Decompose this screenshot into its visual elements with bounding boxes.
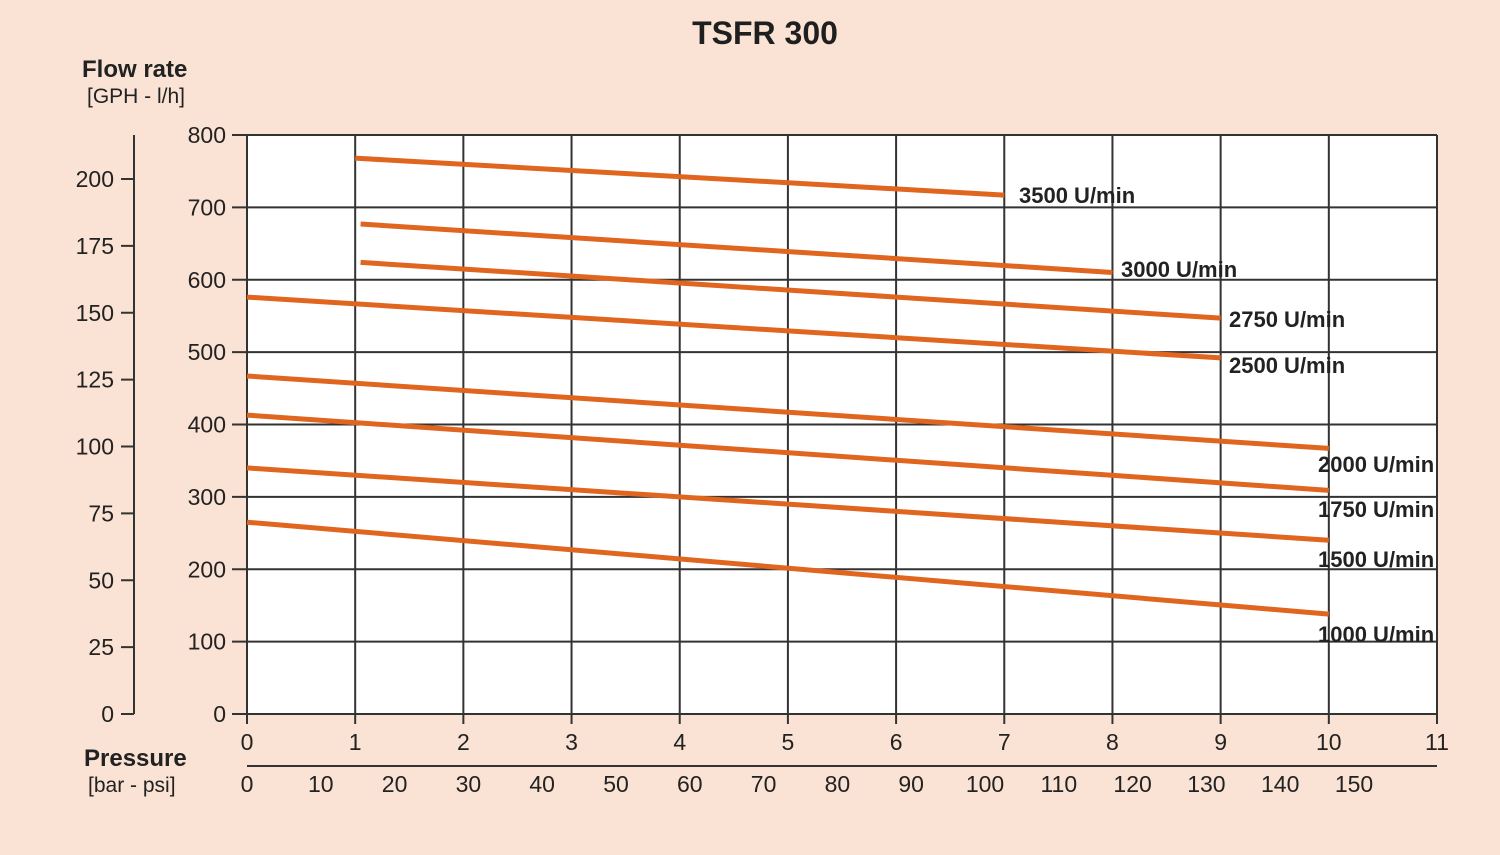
- y-tick-label: 600: [188, 267, 226, 293]
- series-label: 2500 U/min: [1229, 353, 1345, 378]
- gph-tick-label: 75: [88, 500, 114, 526]
- series-line: [355, 155, 1005, 198]
- series-line: [246, 373, 1329, 451]
- y-axis-unit: [GPH - l/h]: [87, 85, 185, 108]
- gph-tick-label: 175: [76, 233, 114, 259]
- gph-axis: 0 25 50 75 100 125 150 175 200: [76, 135, 135, 727]
- gph-tick-label: 50: [88, 567, 114, 593]
- psi-tick-label: 110: [1040, 771, 1077, 797]
- x-tick-label: 3: [565, 729, 578, 755]
- gph-tick-label: 200: [76, 166, 114, 192]
- series-line: [246, 294, 1221, 361]
- gph-tick-label: 0: [101, 701, 114, 727]
- x-axis-label: Pressure: [84, 745, 187, 772]
- series-label: 1750 U/min: [1318, 497, 1434, 522]
- gph-tick-label: 100: [76, 434, 114, 460]
- x-axis-ticks: 0 1 2 3 4 5 6 7 8 9 10 11: [241, 714, 1449, 755]
- y-tick-label: 500: [188, 339, 226, 365]
- y-axis-label: Flow rate: [82, 56, 187, 83]
- x-tick-label: 9: [1214, 729, 1227, 755]
- x-tick-label: 5: [782, 729, 795, 755]
- y-tick-label: 700: [188, 194, 226, 220]
- gph-tick-label: 25: [88, 634, 114, 660]
- x-tick-label: 8: [1106, 729, 1119, 755]
- gph-tick-label: 150: [76, 300, 114, 326]
- y-tick-label: 400: [188, 412, 226, 438]
- psi-tick-label: 50: [603, 771, 629, 797]
- series-label: 1500 U/min: [1318, 547, 1434, 572]
- x-tick-label: 7: [998, 729, 1011, 755]
- y-tick-label: 300: [188, 484, 226, 510]
- series-label: 1000 U/min: [1318, 622, 1434, 647]
- series-label: 3500 U/min: [1019, 183, 1135, 208]
- y-axis-ticks: 0 100 200 300 400 500 600 700 800: [188, 122, 247, 727]
- psi-tick-label: 100: [966, 771, 1004, 797]
- series-line: [246, 412, 1329, 493]
- psi-tick-label: 60: [677, 771, 703, 797]
- x-tick-label: 4: [673, 729, 686, 755]
- psi-tick-label: 0: [241, 771, 254, 797]
- psi-axis: 0 10 20 30 40 50 60 70 80 90 100 110 120 130 140 150: [241, 765, 1437, 797]
- series-labels: 3500 U/min 3000 U/min 2750 U/min 2500 U/min…: [1019, 183, 1434, 647]
- x-axis-unit: [bar - psi]: [88, 774, 176, 797]
- series-line: [246, 465, 1329, 543]
- series-lines: [246, 155, 1330, 617]
- series-line: [360, 221, 1113, 276]
- psi-tick-label: 20: [382, 771, 408, 797]
- psi-tick-label: 80: [825, 771, 851, 797]
- psi-tick-label: 140: [1261, 771, 1299, 797]
- chart-title: TSFR 300: [692, 15, 838, 51]
- series-label: 2000 U/min: [1318, 452, 1434, 477]
- series-line: [246, 519, 1330, 617]
- psi-tick-label: 150: [1335, 771, 1373, 797]
- psi-tick-label: 70: [751, 771, 777, 797]
- psi-tick-label: 10: [308, 771, 334, 797]
- psi-tick-label: 90: [898, 771, 924, 797]
- x-tick-label: 10: [1316, 729, 1342, 755]
- y-tick-label: 100: [188, 629, 226, 655]
- x-tick-label: 1: [349, 729, 362, 755]
- x-tick-label: 11: [1425, 729, 1449, 755]
- x-tick-label: 0: [241, 729, 254, 755]
- psi-tick-label: 130: [1187, 771, 1225, 797]
- series-label: 2750 U/min: [1229, 307, 1345, 332]
- series-label: 3000 U/min: [1121, 257, 1237, 282]
- y-tick-label: 800: [188, 122, 226, 148]
- y-tick-label: 0: [213, 701, 226, 727]
- x-tick-label: 2: [457, 729, 470, 755]
- y-tick-label: 200: [188, 556, 226, 582]
- series-line: [360, 259, 1221, 321]
- x-tick-label: 6: [890, 729, 903, 755]
- gph-tick-label: 125: [76, 367, 114, 393]
- psi-tick-label: 30: [456, 771, 482, 797]
- psi-tick-label: 40: [529, 771, 555, 797]
- psi-tick-label: 120: [1113, 771, 1151, 797]
